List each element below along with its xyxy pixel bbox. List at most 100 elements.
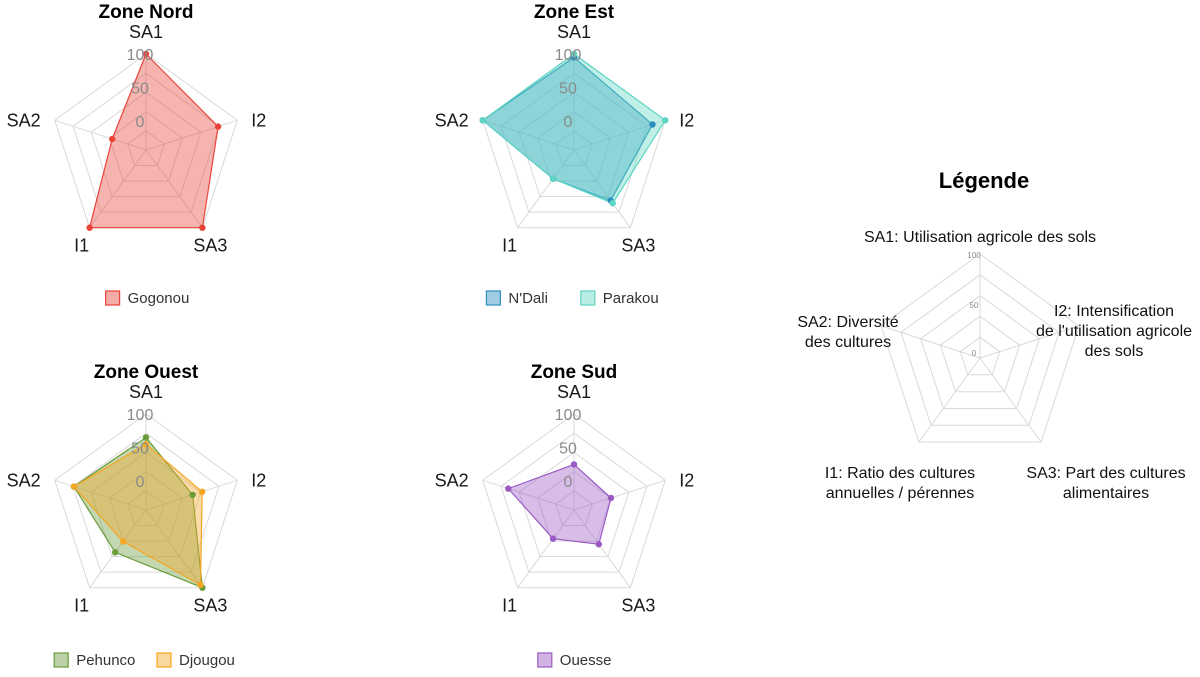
data-point (199, 488, 206, 495)
legend-swatch (485, 290, 501, 306)
data-point (112, 549, 119, 556)
panel-grid-ring (108, 470, 184, 542)
panel-title: Zone Ouest (94, 362, 199, 383)
key-grid-ring (880, 253, 1080, 443)
panel-grid-spoke (145, 119, 238, 151)
key-grid-ring (920, 294, 1040, 409)
data-point (649, 121, 656, 128)
panel-grid-spoke (517, 149, 575, 228)
panel-grid-ring (482, 413, 666, 589)
key-axis-label-i1: I1: Ratio des cultures (825, 465, 975, 482)
legend-label: Djougou (179, 652, 235, 669)
axis-label-sa1: SA1 (557, 382, 591, 402)
axis-label-i2: I2 (251, 110, 266, 130)
series-area-pehunco (73, 436, 204, 589)
panel-grid-ring (555, 490, 593, 526)
panel-grid-spoke (482, 479, 575, 511)
panel-grid-ring (127, 130, 165, 166)
radar-panel-1: Zone Nord 100 50 0 SA1 I2 SA3 I1 SA2 Gogonou (7, 2, 267, 307)
panel-grid-ring (127, 490, 165, 526)
series-area-ouesse (507, 463, 612, 545)
radar-panel-2: Zone Est 100 50 0 SA1 I2 SA3 I1 SA2 N'Dali Parakou (435, 2, 695, 307)
data-point (607, 494, 615, 502)
data-point (142, 50, 150, 58)
legend-swatch (580, 290, 596, 306)
tick-label: 50 (559, 441, 577, 458)
key-axis-label-i1: annuelles / pérennes (826, 485, 975, 502)
legend-swatch (156, 652, 172, 668)
data-point (570, 461, 578, 468)
tick-label: 100 (555, 47, 582, 64)
panel-grid-ring (72, 432, 220, 573)
key-tick-label: 50 (970, 301, 979, 310)
panel-grid-spoke (145, 509, 203, 588)
panel-grid-ring (54, 413, 238, 589)
panel-grid-ring (72, 72, 220, 213)
data-point (479, 117, 486, 124)
panel-title: Zone Nord (99, 2, 194, 23)
radar-panel-3: Zone Ouest 100 50 0 SA1 I2 SA3 I1 SA2 Pehunco Djou… (7, 362, 267, 669)
data-point (570, 50, 578, 58)
data-point (142, 441, 150, 448)
data-point (505, 485, 512, 492)
key-axis-label-sa3: alimentaires (1063, 485, 1149, 502)
tick-label: 100 (127, 407, 154, 424)
tick-label: 0 (136, 114, 145, 131)
tick-label: 0 (136, 474, 145, 491)
panel-grid-spoke (482, 119, 575, 151)
data-point (549, 535, 557, 542)
panel-grid-spoke (573, 479, 666, 511)
tick-label: 50 (559, 81, 577, 98)
legend-swatch (537, 652, 553, 668)
legend-label: Gogonou (128, 290, 190, 307)
key-grid-ring (900, 274, 1060, 426)
tick-label: 50 (131, 81, 149, 98)
tick-label: 0 (564, 114, 573, 131)
legend-label: Pehunco (76, 652, 135, 669)
legend-label: N'Dali (508, 290, 548, 307)
key-grid-spoke (979, 325, 1080, 359)
key-axis-label-i2: de l'utilisation agricole (1036, 323, 1192, 340)
data-point (109, 135, 116, 143)
panel-grid-spoke (573, 149, 631, 228)
panel-grid-ring (536, 110, 612, 182)
tick-label: 100 (127, 47, 154, 64)
axis-label-sa1: SA1 (557, 22, 591, 42)
key-axis-label-i2: des sols (1085, 343, 1144, 360)
legend-label: Ouesse (560, 652, 612, 669)
panel-grid-spoke (573, 509, 631, 588)
axis-label-sa2: SA2 (435, 110, 469, 130)
data-point (662, 117, 669, 124)
data-point (549, 175, 557, 182)
panel-grid-spoke (89, 149, 147, 228)
data-point (70, 483, 78, 490)
data-point (197, 581, 204, 589)
tick-label: 50 (131, 441, 149, 458)
legend-label: Parakou (603, 290, 659, 307)
series-area-djougou (72, 443, 203, 586)
key-tick-label: 100 (967, 251, 981, 260)
key-grid-spoke (880, 325, 981, 359)
panel-grid-ring (90, 451, 202, 558)
axis-label-sa3: SA3 (193, 596, 227, 616)
key-grid-ring (939, 315, 1021, 393)
axis-label-i2: I2 (679, 110, 694, 130)
data-point (142, 434, 150, 441)
axis-label-sa3: SA3 (621, 236, 655, 256)
legend-swatch (104, 290, 121, 306)
key-title: Légende (939, 168, 1029, 193)
key-axis-label-sa3: SA3: Part des cultures (1026, 465, 1185, 482)
series-area-gogonou (88, 52, 219, 229)
axis-label-sa1: SA1 (129, 382, 163, 402)
panel-title: Zone Est (534, 2, 615, 23)
radar-panel-4: Zone Sud 100 50 0 SA1 I2 SA3 I1 SA2 Ouesse (435, 362, 695, 669)
key-tick-label: 0 (972, 349, 977, 358)
panel-grid-spoke (54, 119, 147, 151)
panel-grid-ring (518, 91, 630, 198)
panel-grid-ring (518, 451, 630, 558)
axis-label-i1: I1 (502, 596, 517, 616)
key-axis-label-i2: I2: Intensification (1054, 303, 1174, 320)
axis-label-i1: I1 (74, 236, 89, 256)
panel-grid-ring (500, 72, 648, 213)
